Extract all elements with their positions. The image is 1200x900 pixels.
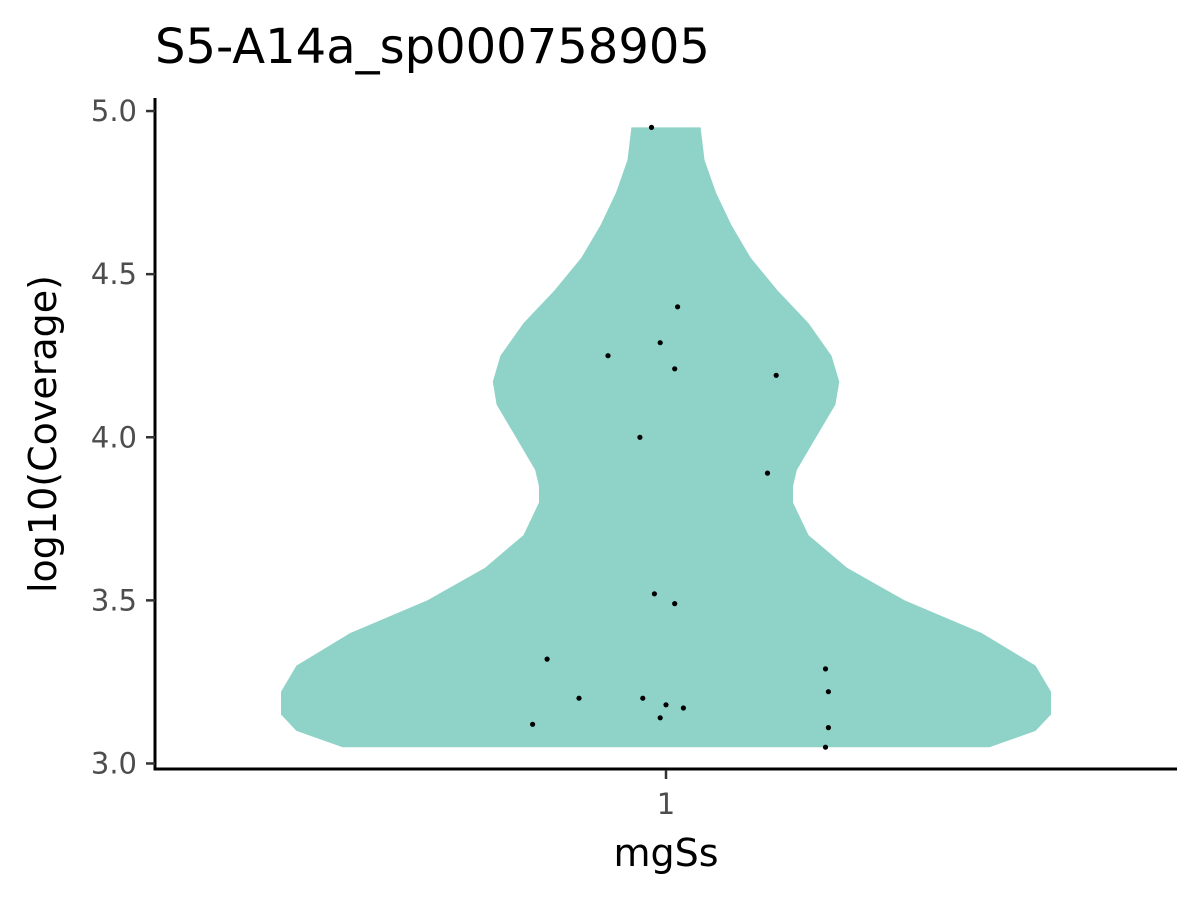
x-axis-ticks: 1 xyxy=(657,770,675,821)
data-point xyxy=(637,434,643,440)
plot-area xyxy=(281,124,1051,750)
data-point xyxy=(663,702,669,708)
y-tick-label: 3.5 xyxy=(91,583,137,617)
y-tick-label: 5.0 xyxy=(91,94,137,128)
data-point xyxy=(605,353,611,359)
axes xyxy=(153,98,1177,771)
data-point xyxy=(651,591,658,597)
y-axis-title: log10(Coverage) xyxy=(21,275,65,593)
data-point xyxy=(544,656,550,662)
x-tick-label: 1 xyxy=(657,787,675,821)
y-tick-label: 3.0 xyxy=(91,746,137,780)
y-axis-ticks: 3.0 3.5 4.0 4.5 5.0 xyxy=(91,94,155,780)
chart-title: S5-A14a_sp000758905 xyxy=(155,19,710,75)
y-tick-label: 4.0 xyxy=(91,420,137,454)
data-point xyxy=(764,470,771,476)
data-point xyxy=(675,304,681,310)
data-point xyxy=(640,695,646,701)
y-tick-label: 4.5 xyxy=(91,257,137,291)
data-point xyxy=(657,715,663,721)
data-point xyxy=(672,601,678,607)
data-point xyxy=(648,124,655,130)
data-point xyxy=(822,744,829,750)
data-point xyxy=(825,689,832,695)
x-axis-title: mgSs xyxy=(613,831,718,875)
data-point xyxy=(773,372,779,378)
data-point xyxy=(576,695,582,701)
data-point xyxy=(680,705,687,711)
data-point xyxy=(822,666,829,672)
violin-body xyxy=(281,127,1051,748)
data-point xyxy=(530,721,536,727)
data-point xyxy=(657,340,663,346)
data-point xyxy=(825,725,832,731)
data-point xyxy=(672,366,678,372)
